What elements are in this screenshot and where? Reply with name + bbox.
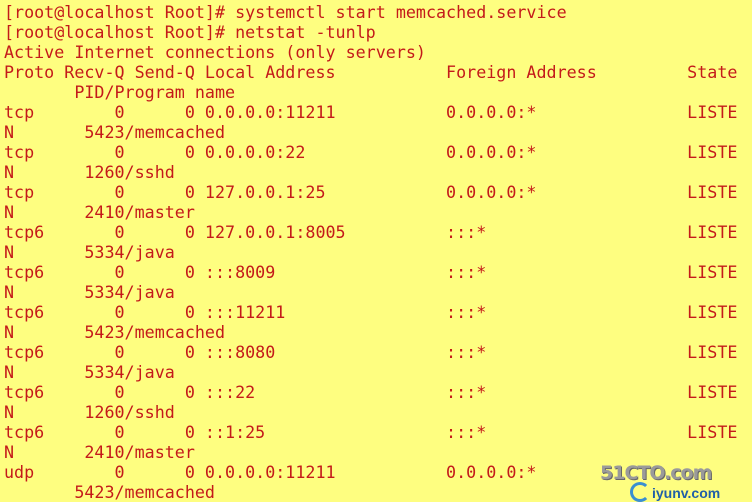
terminal-output[interactable]: [root@localhost Root]# systemctl start m…: [4, 2, 737, 502]
terminal-line: N 5423/memcached: [4, 322, 226, 342]
terminal-line: N 5423/memcached: [4, 122, 226, 142]
terminal-line: 5423/memcached: [4, 482, 215, 502]
terminal-line: N 5334/java: [4, 362, 175, 382]
terminal-line: N 5334/java: [4, 242, 175, 262]
terminal-line: tcp 0 0 0.0.0.0:11211 0.0.0.0:* LISTE: [4, 102, 738, 122]
terminal-line: Proto Recv-Q Send-Q Local Address Foreig…: [4, 62, 738, 82]
terminal-line: [root@localhost Root]# netstat -tunlp: [4, 22, 376, 42]
terminal-line: tcp 0 0 0.0.0.0:22 0.0.0.0:* LISTE: [4, 142, 738, 162]
terminal-line: Active Internet connections (only server…: [4, 42, 426, 62]
terminal-line: N 5334/java: [4, 282, 175, 302]
terminal-line: udp 0 0 0.0.0.0:11211 0.0.0.0:*: [4, 462, 537, 482]
watermark-logo: 51CTO.com iyunv.com: [600, 462, 752, 502]
terminal-line: tcp6 0 0 :::22 :::* LISTE: [4, 382, 738, 402]
terminal-line: tcp6 0 0 :::8080 :::* LISTE: [4, 342, 738, 362]
terminal-line: tcp6 0 0 127.0.0.1:8005 :::* LISTE: [4, 222, 738, 242]
watermark-logo-text: 51CTO.com: [600, 462, 712, 484]
terminal-line: N 2410/master: [4, 202, 195, 222]
terminal-line: N 1260/sshd: [4, 162, 175, 182]
terminal-line: PID/Program name: [4, 82, 236, 102]
terminal-line: tcp6 0 0 ::1:25 :::* LISTE: [4, 422, 738, 442]
terminal-line: [root@localhost Root]# systemctl start m…: [4, 2, 567, 22]
terminal-line: N 1260/sshd: [4, 402, 175, 422]
terminal-line: N 2410/master: [4, 442, 195, 462]
terminal-line: tcp6 0 0 :::11211 :::* LISTE: [4, 302, 738, 322]
watermark-site: iyunv.com: [652, 485, 721, 501]
logo-ring-icon: [630, 482, 650, 502]
terminal-line: tcp 0 0 127.0.0.1:25 0.0.0.0:* LISTE: [4, 182, 738, 202]
terminal-line: tcp6 0 0 :::8009 :::* LISTE: [4, 262, 738, 282]
